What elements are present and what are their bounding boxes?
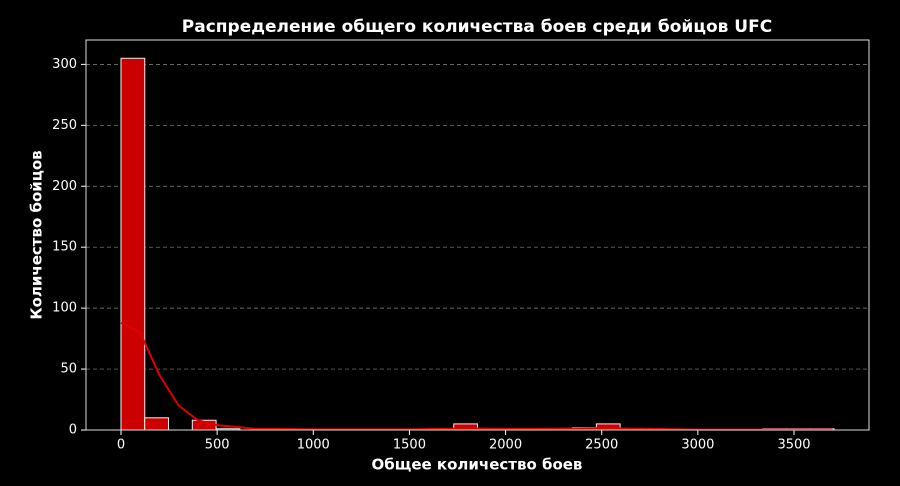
kde-line [120,321,833,431]
y-tick-label: 100 [52,301,77,316]
x-tick-label: 1000 [297,438,330,453]
x-tick-label: 3500 [777,438,810,453]
x-axis-label: Общее количество боев [372,456,583,474]
chart-title: Распределение общего количества боев сре… [182,17,772,37]
y-tick-label: 250 [52,118,77,133]
y-tick-label: 150 [52,240,77,255]
x-tick-label: 2000 [489,438,522,453]
x-tick-label: 1500 [393,438,426,453]
y-tick-label: 50 [60,362,77,377]
x-tick-label: 3000 [681,438,714,453]
y-axis-label: Количество бойцов [28,150,46,319]
x-tick-label: 0 [117,438,125,453]
y-tick-label: 0 [69,423,77,438]
y-tick-label: 200 [52,179,77,194]
bar [144,417,170,431]
bar [120,57,146,431]
plot-frame [85,39,870,431]
y-tick-label: 300 [52,57,77,72]
x-tick-label: 2500 [585,438,618,453]
x-tick-label: 500 [205,438,230,453]
